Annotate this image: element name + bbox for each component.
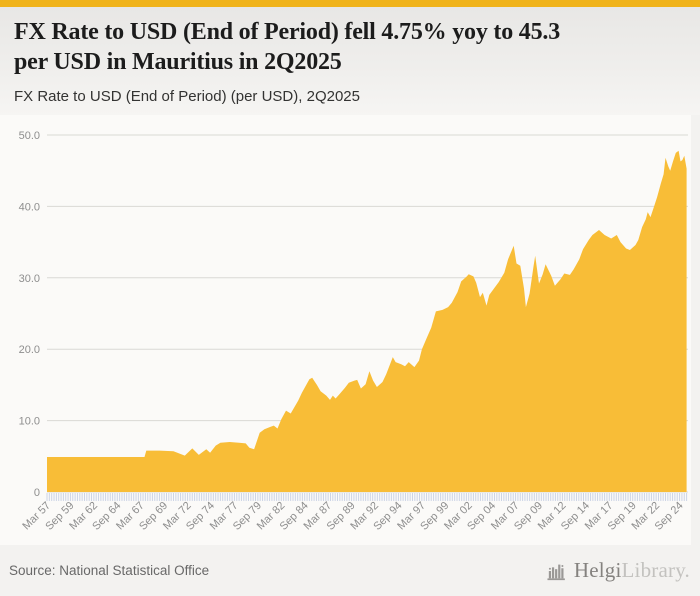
- brand-wordmark: HelgiLibrary.: [574, 558, 690, 583]
- brand-library: Library.: [621, 558, 690, 582]
- source-note: Source: National Statistical Office: [9, 563, 210, 578]
- chart-area-panel: 0 10.0 20.0 30.0 40.0 50.0 Mar 57 Sep 59 Mar 62 S…: [0, 115, 691, 545]
- area-series: [47, 150, 687, 492]
- brand-helgi: Helgi: [573, 558, 622, 582]
- top-accent-bar: [0, 0, 700, 7]
- helgi-library-icon: [547, 560, 569, 582]
- y-tick-label: 10.0: [19, 416, 40, 428]
- y-tick-label: 0: [34, 487, 40, 499]
- y-tick-label: 30.0: [19, 273, 40, 285]
- page-title: FX Rate to USD (End of Period) fell 4.75…: [14, 19, 561, 75]
- footer: Source: National Statistical Office Helg…: [0, 545, 700, 596]
- chart-header: FX Rate to USD (End of Period) fell 4.75…: [0, 7, 700, 115]
- y-tick-label: 20.0: [19, 344, 40, 356]
- y-tick-label: 50.0: [19, 130, 40, 142]
- y-axis-labels: 0 10.0 20.0 30.0 40.0 50.0: [19, 130, 40, 499]
- y-tick-label: 40.0: [19, 201, 40, 213]
- x-axis-minor-ticks: [46, 493, 688, 501]
- helgi-library-logo: HelgiLibrary.: [547, 558, 690, 583]
- chart-subtitle: FX Rate to USD (End of Period) (per USD)…: [14, 88, 360, 105]
